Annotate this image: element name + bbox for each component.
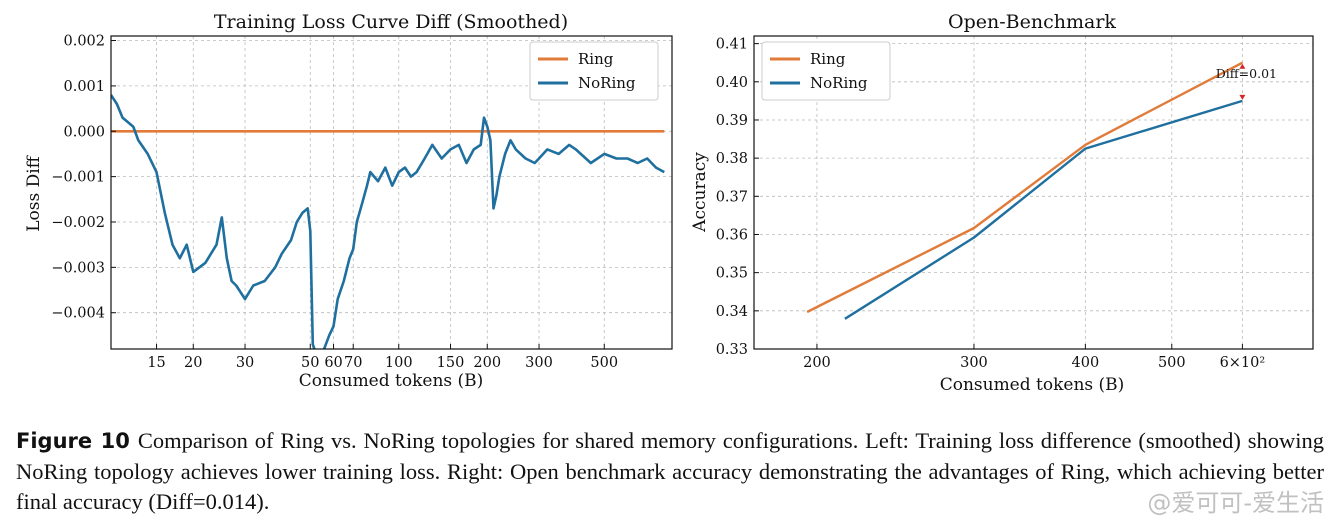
y-tick-label: 0.002 bbox=[63, 34, 105, 50]
x-tick-label: 200 bbox=[473, 355, 501, 371]
y-tick-label: −0.004 bbox=[51, 306, 105, 322]
x-tick-label: 50 bbox=[301, 355, 319, 371]
y-tick-label: −0.002 bbox=[51, 215, 105, 231]
y-tick-label: 0.000 bbox=[63, 124, 105, 140]
loss-diff-chart: Training Loss Curve Diff (Smoothed) 15 20… bbox=[24, 11, 673, 391]
x-tick-label: 300 bbox=[960, 355, 988, 371]
watermark: @爱可可-爱生活 bbox=[1147, 489, 1324, 517]
legend-label: Ring bbox=[578, 50, 614, 68]
legend-label: NoRing bbox=[578, 74, 636, 92]
figure-caption: Figure 10 Comparison of Ring vs. NoRing t… bbox=[16, 426, 1324, 518]
y-tick-label: 0.37 bbox=[716, 189, 748, 205]
x-tick-label: 20 bbox=[184, 355, 202, 371]
y-tick-label: 0.41 bbox=[716, 37, 748, 53]
annotation-arrow-down bbox=[1239, 94, 1246, 100]
data-series bbox=[111, 94, 665, 349]
plot-frame bbox=[110, 35, 673, 350]
legend: Ring NoRing bbox=[529, 41, 659, 101]
data-series bbox=[806, 61, 1243, 320]
x-tick-label: 100 bbox=[385, 355, 413, 371]
plot-area: 15 20 30 50 60 70 100 150 200 300 500 0.002 0.001 0.0… bbox=[51, 34, 673, 371]
x-axis-label: Consumed tokens (B) bbox=[940, 375, 1125, 395]
y-tick-label: 0.001 bbox=[63, 79, 105, 95]
plot-area: Diff=0.01 200 300 400 500 6×10² 0.33 0.34 0.35 0… bbox=[716, 35, 1314, 371]
y-axis-label: Accuracy bbox=[690, 152, 710, 233]
y-tick-label: −0.003 bbox=[51, 260, 105, 276]
legend-box bbox=[529, 41, 659, 101]
figure-label: Figure 10 bbox=[16, 429, 130, 453]
diff-annotation: Diff=0.01 bbox=[1216, 63, 1277, 100]
axis-ticks: 15 20 30 50 60 70 100 150 200 300 500 0.002 0.001 0.0… bbox=[51, 34, 618, 371]
x-tick-label: 300 bbox=[525, 355, 553, 371]
x-tick-label: 70 bbox=[344, 355, 362, 371]
y-tick-label: 0.36 bbox=[716, 227, 748, 243]
series-line-noring bbox=[844, 99, 1243, 320]
y-tick-label: −0.001 bbox=[51, 170, 105, 186]
annotation-label: Diff=0.01 bbox=[1216, 66, 1277, 81]
x-tick-label: 60 bbox=[324, 355, 342, 371]
plot-frame bbox=[753, 35, 1314, 350]
y-tick-label: 0.35 bbox=[716, 266, 748, 282]
series-line-noring bbox=[111, 94, 665, 349]
legend-label: NoRing bbox=[810, 74, 868, 92]
caption-text: Comparison of Ring vs. NoRing topologies… bbox=[16, 428, 1324, 514]
legend-label: Ring bbox=[810, 50, 846, 68]
annotation-arrow-up bbox=[1239, 63, 1246, 69]
x-tick-label: 500 bbox=[590, 355, 618, 371]
y-tick-label: 0.39 bbox=[716, 113, 748, 129]
x-tick-label: 500 bbox=[1158, 355, 1186, 371]
legend: Ring NoRing bbox=[761, 41, 891, 101]
open-benchmark-chart: Open-Benchmark Diff=0.01 200 300 400 500 6×1… bbox=[690, 11, 1314, 395]
x-tick-label: 150 bbox=[437, 355, 465, 371]
y-tick-label: 0.33 bbox=[716, 342, 748, 358]
x-tick-label: 400 bbox=[1072, 355, 1100, 371]
y-tick-label: 0.34 bbox=[716, 304, 748, 320]
x-tick-label: 6×10² bbox=[1220, 355, 1266, 371]
grid-lines bbox=[754, 36, 1313, 350]
axis-ticks: 200 300 400 500 6×10² 0.33 0.34 0.35 0.36 0.37 0.3… bbox=[716, 37, 1266, 371]
legend-box bbox=[761, 41, 891, 101]
series-line-ring bbox=[806, 61, 1243, 314]
y-tick-label: 0.40 bbox=[716, 75, 748, 91]
y-tick-label: 0.38 bbox=[716, 151, 748, 167]
x-tick-label: 15 bbox=[147, 355, 165, 371]
x-axis-label: Consumed tokens (B) bbox=[299, 371, 484, 391]
x-tick-label: 200 bbox=[803, 355, 831, 371]
chart-title: Open-Benchmark bbox=[948, 11, 1116, 33]
chart-title: Training Loss Curve Diff (Smoothed) bbox=[214, 11, 568, 33]
y-axis-label: Loss Diff bbox=[24, 154, 44, 231]
x-tick-label: 30 bbox=[236, 355, 254, 371]
grid-lines bbox=[111, 36, 672, 349]
